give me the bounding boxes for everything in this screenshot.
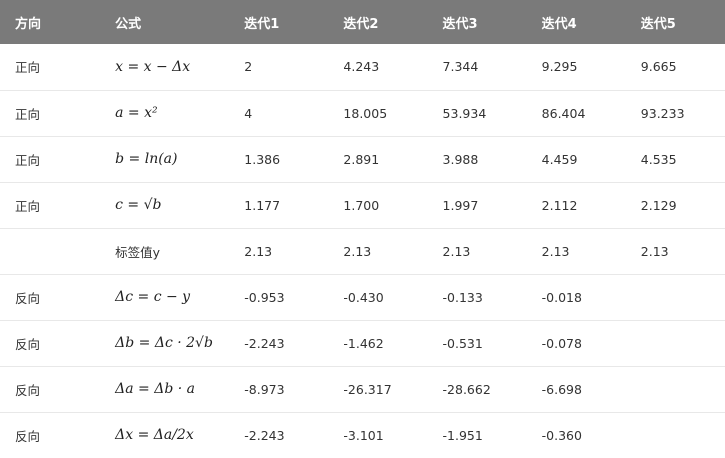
value-cell: 4: [244, 105, 253, 121]
value-cell: [626, 412, 725, 458]
table-row: 反向 Δa = Δb · a -8.973 -26.317 -28.662 -6…: [0, 366, 725, 412]
header-iter-3: 迭代3: [442, 16, 478, 32]
direction-cell: 反向: [15, 382, 41, 398]
value-cell: 4.459: [541, 151, 578, 167]
table-row: 反向 Δx = Δa/2x -2.243 -3.101 -1.951 -0.36…: [0, 412, 725, 458]
table-header: 方向 公式 迭代1 迭代2 迭代3 迭代4 迭代5: [0, 0, 725, 44]
value-cell: 53.934: [442, 105, 487, 121]
header-iter-1: 迭代1: [244, 16, 280, 32]
value-cell: 7.344: [442, 59, 479, 75]
table-row: 正向 x = x − Δx 2 4.243 7.344 9.295 9.665: [0, 44, 725, 90]
value-cell: 2.13: [343, 243, 372, 259]
value-cell: -1.951: [442, 427, 483, 443]
value-cell: -6.698: [541, 381, 582, 397]
value-cell: 2.13: [442, 243, 471, 259]
value-cell: 9.665: [640, 59, 677, 75]
header-row: 方向 公式 迭代1 迭代2 迭代3 迭代4 迭代5: [0, 0, 725, 44]
value-cell: 9.295: [541, 59, 578, 75]
value-cell: 2: [244, 59, 253, 75]
direction-cell: 正向: [15, 106, 41, 122]
value-cell: 1.997: [442, 197, 479, 213]
value-cell: -0.531: [442, 335, 483, 351]
value-cell: -0.078: [541, 335, 582, 351]
table-row: 正向 c = √b 1.177 1.700 1.997 2.112 2.129: [0, 182, 725, 228]
value-cell: -0.018: [541, 289, 582, 305]
value-cell: -0.133: [442, 289, 483, 305]
value-cell: 93.233: [640, 105, 685, 121]
value-cell: [626, 274, 725, 320]
value-cell: -0.953: [244, 289, 285, 305]
formula-cell: Δx = Δa/2x: [115, 427, 194, 444]
direction-cell: 正向: [15, 152, 41, 168]
value-cell: -2.243: [244, 335, 285, 351]
table-row: 正向 b = ln(a) 1.386 2.891 3.988 4.459 4.5…: [0, 136, 725, 182]
value-cell: -2.243: [244, 427, 285, 443]
header-iter-2: 迭代2: [343, 16, 379, 32]
value-cell: [626, 320, 725, 366]
header-iter-5: 迭代5: [640, 16, 676, 32]
value-cell: 2.112: [541, 197, 578, 213]
table-row: 标签值y 2.13 2.13 2.13 2.13 2.13: [0, 228, 725, 274]
value-cell: -26.317: [343, 381, 392, 397]
header-direction: 方向: [15, 16, 42, 32]
formula-cell: Δb = Δc · 2√b: [115, 335, 213, 351]
direction-cell: 反向: [15, 336, 41, 352]
value-cell: [626, 366, 725, 412]
direction-cell: 正向: [15, 60, 41, 76]
value-cell: 86.404: [541, 105, 586, 121]
formula-cell: Δa = Δb · a: [115, 381, 195, 397]
value-cell: 1.177: [244, 197, 281, 213]
direction-cell: 反向: [15, 290, 41, 306]
table-row: 反向 Δc = c − y -0.953 -0.430 -0.133 -0.01…: [0, 274, 725, 320]
value-cell: 2.129: [640, 197, 677, 213]
value-cell: -0.360: [541, 427, 582, 443]
formula-cell: c = √b: [115, 197, 162, 213]
formula-cell: 标签值y: [115, 244, 161, 260]
table-row: 反向 Δb = Δc · 2√b -2.243 -1.462 -0.531 -0…: [0, 320, 725, 366]
formula-cell: b = ln(a): [115, 151, 178, 167]
table-body: 正向 x = x − Δx 2 4.243 7.344 9.295 9.665 …: [0, 44, 725, 458]
direction-cell: 正向: [15, 198, 41, 214]
header-formula: 公式: [115, 16, 142, 32]
direction-cell: [0, 228, 100, 274]
table-row: 正向 a = x² 4 18.005 53.934 86.404 93.233: [0, 90, 725, 136]
value-cell: 2.13: [244, 243, 273, 259]
formula-cell: a = x²: [115, 105, 158, 121]
value-cell: 1.386: [244, 151, 281, 167]
direction-cell: 反向: [15, 428, 41, 444]
value-cell: 3.988: [442, 151, 479, 167]
value-cell: -0.430: [343, 289, 384, 305]
value-cell: -8.973: [244, 381, 285, 397]
value-cell: -1.462: [343, 335, 384, 351]
value-cell: 4.243: [343, 59, 380, 75]
value-cell: -3.101: [343, 427, 384, 443]
formula-cell: x = x − Δx: [115, 58, 191, 75]
value-cell: 1.700: [343, 197, 380, 213]
value-cell: 2.13: [640, 243, 669, 259]
value-cell: 4.535: [640, 151, 677, 167]
value-cell: 2.891: [343, 151, 380, 167]
value-cell: -28.662: [442, 381, 491, 397]
formula-cell: Δc = c − y: [115, 289, 191, 305]
value-cell: 2.13: [541, 243, 570, 259]
header-iter-4: 迭代4: [541, 16, 577, 32]
value-cell: 18.005: [343, 105, 388, 121]
